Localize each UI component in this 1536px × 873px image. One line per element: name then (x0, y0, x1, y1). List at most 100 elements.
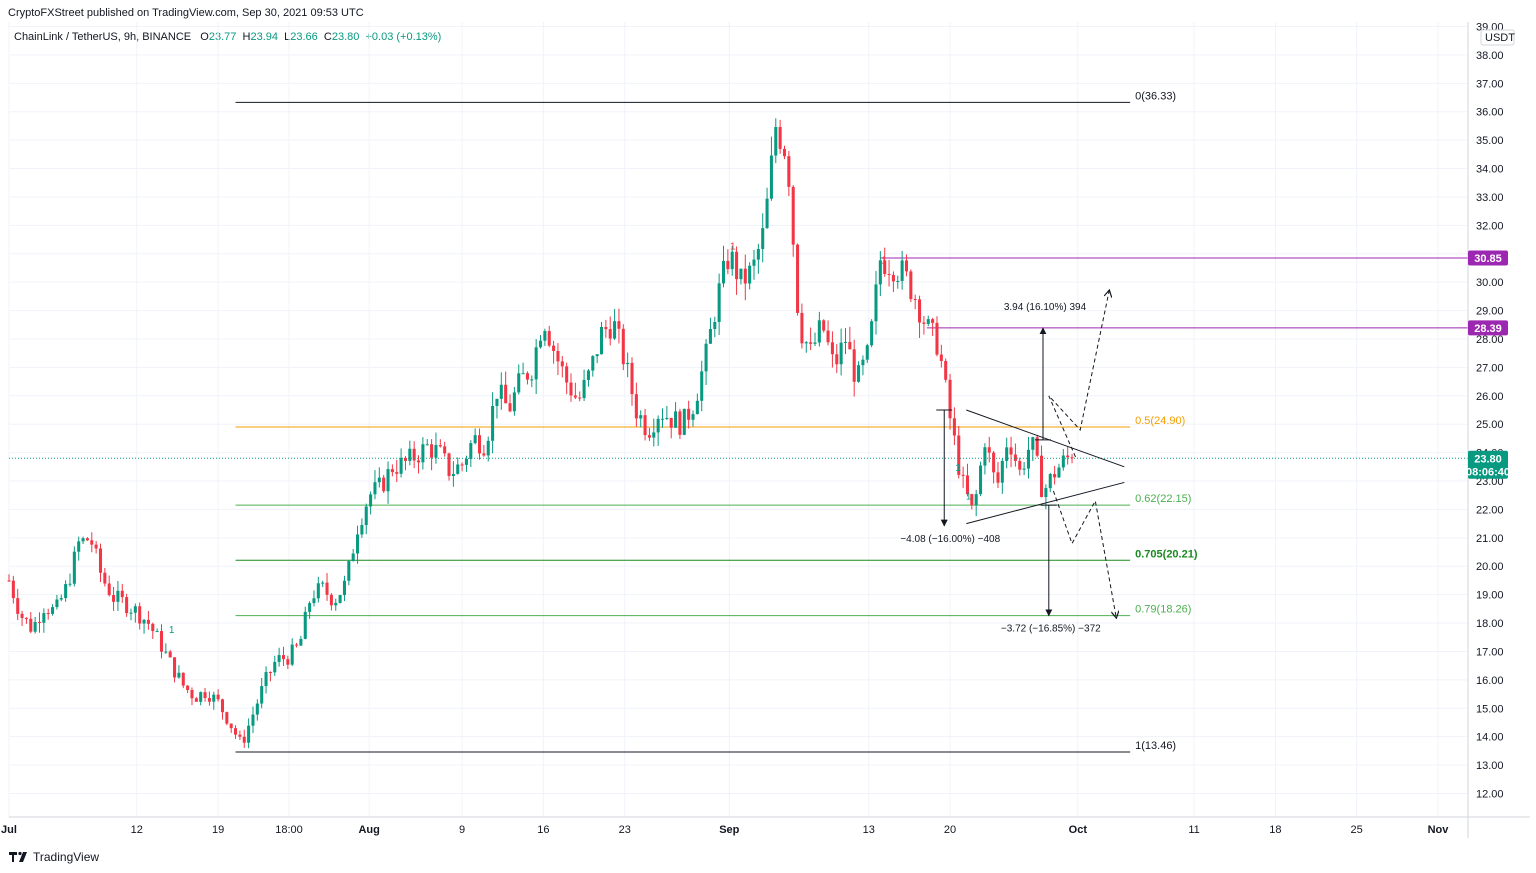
candle-body (151, 623, 155, 632)
candle-body (1000, 460, 1004, 483)
tradingview-logo[interactable]: TradingView (9, 850, 99, 864)
candle-body (24, 617, 28, 619)
price-tick-label: 33.00 (1476, 192, 1504, 204)
candle-body (138, 606, 142, 624)
candle-body (55, 599, 59, 608)
candle-body (804, 342, 808, 344)
chart-grid (8, 22, 1468, 817)
candle-body (64, 584, 68, 599)
candle-body (286, 659, 290, 665)
open-label: O (200, 31, 209, 43)
candle-body (613, 321, 617, 339)
candle-body (665, 417, 669, 419)
candle-body (447, 453, 451, 477)
candle-body (338, 595, 342, 603)
publisher-caption: CryptoFXStreet published on TradingView.… (8, 7, 364, 19)
candle-body (412, 448, 416, 461)
candle-body (382, 477, 386, 492)
signal-marker: 1 (169, 625, 175, 636)
candle-body (660, 418, 665, 420)
candle-body (504, 384, 508, 404)
candle-body (704, 343, 708, 372)
fib-level-label: 1(13.46) (1135, 740, 1176, 752)
candle-body (761, 228, 765, 250)
candle-body (316, 583, 320, 599)
candle-body (120, 590, 124, 598)
candle-body (159, 631, 164, 652)
candle-body (974, 494, 978, 506)
candle-body (543, 331, 547, 341)
candle-body (360, 525, 364, 535)
candle-body (730, 251, 734, 270)
candle-body (59, 598, 63, 600)
time-tick-label: 12 (131, 824, 143, 836)
candle-body (952, 418, 956, 436)
candle-body (626, 362, 630, 365)
candle-body (94, 544, 98, 549)
candle-body (464, 458, 468, 465)
candle-body (765, 198, 769, 229)
level-badge-text: 30.85 (1474, 253, 1502, 265)
candle-body (434, 445, 438, 458)
candle-body (586, 370, 590, 380)
signal-marker: 1 (730, 241, 736, 252)
candle-body (146, 619, 150, 624)
candle-body (1057, 467, 1061, 478)
symbol-name[interactable]: ChainLink / TetherUS, 9h, BINANCE (14, 31, 192, 43)
high-label: H (242, 31, 251, 43)
candle-body (129, 612, 133, 614)
candle-body (983, 447, 987, 466)
candle-body (687, 408, 691, 420)
candle-body (1031, 437, 1035, 450)
candle-body (817, 320, 821, 343)
price-tick-label: 20.00 (1476, 561, 1504, 573)
candle-body (1005, 447, 1009, 461)
candle-body (948, 379, 952, 419)
candle-body (460, 464, 464, 466)
candle-body (473, 435, 477, 444)
time-tick-label: Aug (358, 824, 379, 836)
price-tick-label: 23.00 (1476, 476, 1504, 488)
level-badge-box (1468, 320, 1508, 336)
candle-body (721, 260, 726, 284)
price-axis: 12.00 13.00 14.00 15.00 16.00 17.00 18.00 19.00… (1467, 22, 1515, 838)
candle-body (386, 469, 390, 492)
candle-body (791, 186, 795, 245)
candle-body (735, 251, 739, 280)
candle-body (530, 379, 534, 381)
candle-body (238, 734, 242, 737)
candle-body (51, 607, 55, 614)
candle-body (342, 580, 346, 596)
candle-body (11, 580, 15, 599)
candle-body (573, 395, 577, 398)
candle-body (334, 602, 338, 606)
time-tick-label: 16 (537, 824, 549, 836)
candle-body (116, 590, 120, 602)
price-tick-label: 15.00 (1476, 703, 1504, 715)
candle-body (133, 606, 137, 613)
candle-body (961, 474, 965, 476)
price-tick-label: 21.00 (1476, 533, 1504, 545)
candle-body (216, 694, 220, 700)
candle-body (883, 260, 887, 275)
candle-body (1044, 488, 1048, 498)
candle-body (582, 379, 586, 399)
candle-body (199, 692, 203, 702)
candle-body (957, 435, 961, 475)
candle-body (364, 506, 368, 526)
candle-body (220, 699, 225, 713)
price-tick-label: 28.00 (1476, 334, 1504, 346)
candle-body (965, 475, 970, 495)
time-tick-label: 23 (619, 824, 631, 836)
candle-body (517, 373, 521, 393)
fib-level-label: 0.5(24.90) (1135, 415, 1185, 427)
candle-body (255, 703, 259, 715)
candle-body (1009, 447, 1013, 455)
candle-body (203, 692, 207, 699)
candle-body (778, 127, 782, 149)
candle-body (190, 689, 194, 699)
current-price-badge-box (1468, 450, 1508, 479)
candle-body (826, 330, 830, 343)
